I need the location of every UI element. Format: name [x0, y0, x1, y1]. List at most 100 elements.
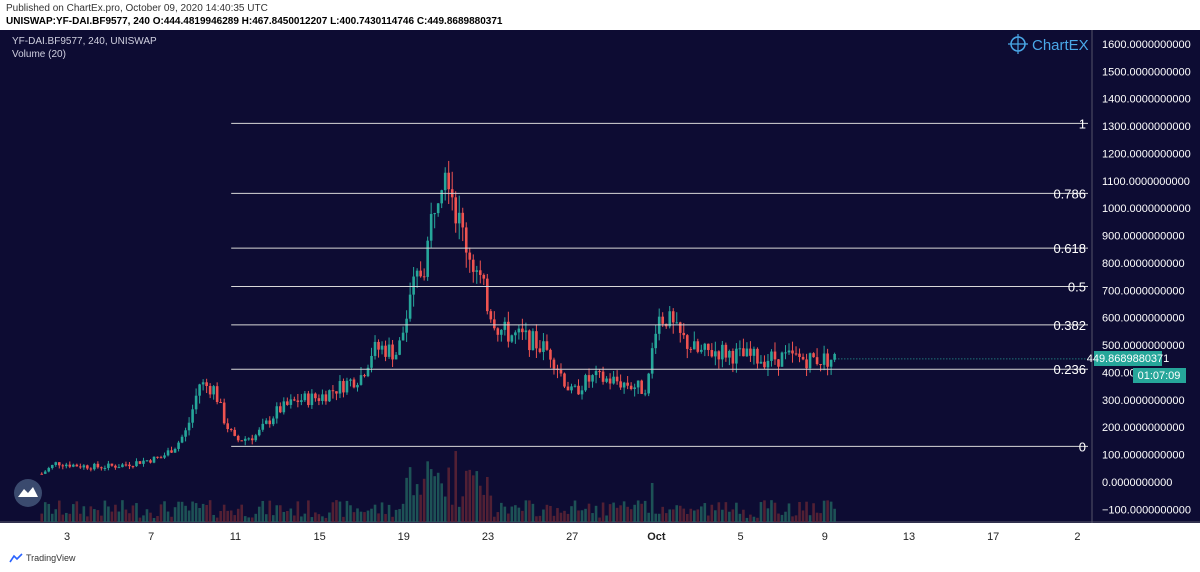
volume-bar: [128, 513, 131, 522]
volume-bar: [64, 512, 68, 522]
candle-body: [86, 465, 89, 469]
volume-bar: [717, 502, 721, 522]
volume-bar: [678, 505, 682, 522]
volume-bar: [573, 500, 577, 522]
candle-body: [440, 190, 443, 204]
volume-bar: [356, 508, 359, 522]
volume-bar: [215, 517, 219, 522]
candle-body: [138, 461, 142, 464]
candle-body: [180, 436, 184, 443]
candle-body: [763, 361, 766, 368]
price-tick-label: 1500.0000000000: [1102, 66, 1191, 78]
volume-bar: [787, 503, 791, 522]
volume-bar: [552, 515, 556, 522]
chartex-logo: ChartEX: [1008, 34, 1089, 54]
candle-body: [166, 450, 170, 456]
volume-bar: [615, 507, 619, 522]
tradingview-brand-label: TradingView: [26, 553, 76, 563]
candle-body: [605, 378, 608, 382]
volume-bar: [664, 513, 668, 522]
tradingview-brand[interactable]: TradingView: [9, 553, 76, 563]
volume-bar: [766, 508, 770, 522]
price-tick-label: 900.0000000000: [1102, 231, 1185, 243]
volume-bar: [668, 509, 672, 522]
candle-body: [338, 381, 342, 394]
volume-bar: [710, 504, 714, 522]
candle-body: [408, 294, 412, 319]
candle-body: [363, 375, 366, 377]
volume-bar: [275, 505, 279, 522]
candle-body: [517, 328, 521, 333]
volume-bar: [535, 516, 538, 522]
volume-bar: [415, 484, 419, 522]
candle-body: [93, 463, 96, 470]
candle-body: [773, 351, 777, 360]
candle-body: [110, 463, 114, 466]
volume-bar: [328, 512, 331, 522]
candle-body: [573, 385, 577, 387]
candle-body: [212, 386, 215, 395]
volume-bar: [233, 515, 236, 522]
candle-body: [335, 391, 338, 394]
candle-body: [812, 353, 815, 358]
candle-body: [254, 435, 258, 441]
volume-bar: [545, 504, 549, 522]
volume-bar: [243, 516, 247, 522]
volume-bar: [528, 500, 531, 522]
volume-bar: [117, 511, 121, 522]
candle-body: [384, 345, 387, 357]
candle-body: [784, 352, 787, 354]
candle-body: [215, 386, 219, 403]
last-price-tag[interactable]: 449.8689880371: [1087, 351, 1170, 366]
volume-bar: [103, 500, 107, 522]
candle-body: [507, 321, 510, 342]
volume-bar: [380, 502, 384, 522]
volume-bar: [236, 508, 240, 522]
candle-body: [612, 376, 615, 384]
candle-body: [356, 384, 359, 388]
candle-body: [829, 359, 833, 367]
candle-body: [703, 343, 707, 350]
candle-body: [707, 343, 710, 351]
candle-body: [159, 457, 163, 459]
volume-bar: [240, 504, 244, 522]
candle-body: [64, 464, 68, 467]
published-caption: Published on ChartEx.pro, October 09, 20…: [6, 3, 268, 14]
volume-bar: [426, 461, 429, 522]
time-tick-label: 13: [903, 531, 915, 543]
price-axis-area: [1092, 30, 1200, 550]
volume-bar: [524, 500, 528, 522]
volume-bar: [61, 514, 65, 522]
volume-bar: [289, 508, 293, 522]
candle-body: [594, 371, 598, 376]
candle-body: [742, 348, 745, 357]
volume-bar: [703, 503, 707, 522]
candle-body: [738, 348, 742, 350]
candle-body: [801, 356, 805, 360]
candle-body: [503, 321, 507, 330]
fib-level-label: 0: [1079, 439, 1086, 454]
candle-body: [461, 212, 465, 228]
volume-bar: [419, 494, 422, 522]
volume-bar: [685, 513, 689, 522]
candle-body: [261, 423, 265, 430]
volume-bar: [752, 516, 756, 522]
volume-bar: [321, 516, 324, 522]
candle-body: [433, 213, 436, 215]
ohlc-readout: UNISWAP:YF-DAI.BF9577, 240 O:444.4819946…: [6, 16, 503, 27]
volume-bar: [300, 516, 303, 522]
candle-body: [331, 390, 335, 392]
candle-body: [50, 464, 54, 469]
volume-bar: [440, 483, 443, 522]
volume-bar: [815, 512, 819, 522]
last-price-box: [1094, 351, 1162, 366]
candle-body: [264, 420, 268, 424]
price-chart[interactable]: 1 0.786 0.618 0.5 0.382 0.236 0 1600.000000000…: [0, 0, 1200, 550]
volume-bar: [100, 515, 103, 522]
volume-bar: [801, 510, 805, 522]
candle-body: [279, 406, 282, 413]
candle-body: [117, 467, 121, 469]
candle-body: [380, 345, 384, 350]
volume-bar: [307, 500, 310, 522]
volume-bar: [443, 496, 447, 522]
